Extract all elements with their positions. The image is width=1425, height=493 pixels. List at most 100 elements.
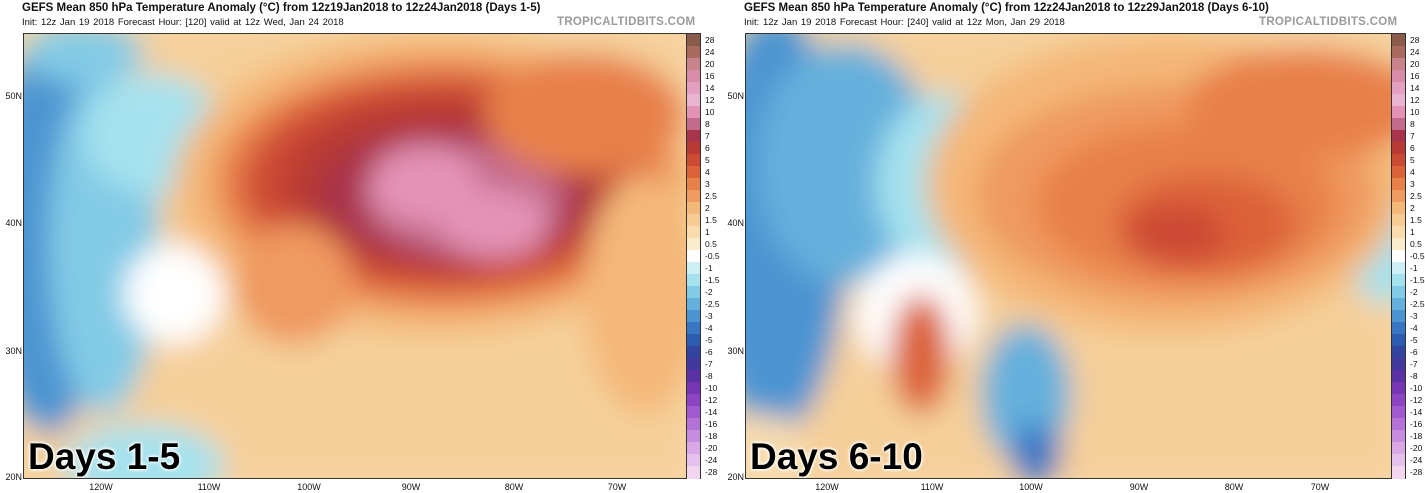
- lat-label: 30N: [5, 346, 22, 356]
- color-swatch: [1392, 166, 1405, 179]
- lat-label: 30N: [727, 346, 744, 356]
- color-swatch: [687, 58, 700, 71]
- lon-label: 90W: [1129, 482, 1149, 492]
- color-swatch: [1392, 358, 1405, 371]
- color-swatch: [687, 454, 700, 467]
- color-scale-label: -24: [1410, 455, 1423, 465]
- color-swatch: [1392, 322, 1405, 335]
- color-scale-label: -2.5: [705, 299, 720, 309]
- color-scale-label: -7: [705, 359, 713, 369]
- color-scale-label: 14: [705, 83, 715, 93]
- color-scale-label: -18: [1410, 431, 1423, 441]
- color-scale-label: -28: [705, 467, 718, 477]
- color-scale-label: 20: [705, 59, 715, 69]
- color-scale-label: -8: [705, 371, 713, 381]
- color-swatch: [687, 250, 700, 263]
- color-swatch: [687, 70, 700, 83]
- color-swatch: [1392, 298, 1405, 311]
- lat-label: 20N: [727, 472, 744, 482]
- color-scale-label: 5: [705, 155, 710, 165]
- color-swatch: [1392, 94, 1405, 107]
- lon-label: 80W: [1224, 482, 1244, 492]
- color-swatch: [687, 178, 700, 191]
- color-scale-label: -12: [1410, 395, 1423, 405]
- color-scale-label: 7: [1410, 131, 1415, 141]
- color-swatch: [687, 346, 700, 359]
- color-swatch: [687, 286, 700, 299]
- color-swatch: [1392, 442, 1405, 455]
- color-scale-label: 0.5: [1410, 239, 1422, 249]
- days-label: Days 6-10: [750, 436, 923, 477]
- color-scale-label: -10: [1410, 383, 1423, 393]
- color-scale-label: 12: [1410, 95, 1420, 105]
- color-scale-label: -0.5: [1410, 251, 1425, 261]
- map-subtitle: Init: 12z Jan 19 2018 Forecast Hour: [24…: [744, 17, 1065, 28]
- color-scale-label: 0.5: [705, 239, 717, 249]
- color-scale-label: 7: [705, 131, 710, 141]
- color-scale-label: 8: [705, 119, 710, 129]
- lon-label: 80W: [504, 482, 524, 492]
- color-scale-label: -10: [705, 383, 718, 393]
- color-scale-label: -1.5: [705, 275, 720, 285]
- color-swatch: [1392, 238, 1405, 251]
- lon-label: 100W: [1019, 482, 1043, 492]
- color-swatch: [1392, 58, 1405, 71]
- color-scale-label: -12: [705, 395, 718, 405]
- brand-watermark: TROPICALTIDBITS.COM: [557, 16, 696, 28]
- color-scale-label: 16: [705, 71, 715, 81]
- color-swatch: [1392, 226, 1405, 239]
- color-swatch: [687, 442, 700, 455]
- color-scale-label: -18: [705, 431, 718, 441]
- color-swatch: [687, 262, 700, 275]
- color-scale-label: 28: [705, 35, 715, 45]
- color-scale-label: 6: [1410, 143, 1415, 153]
- color-scale-label: -3: [705, 311, 713, 321]
- color-scale-label: -28: [1410, 467, 1423, 477]
- color-swatch: [687, 430, 700, 443]
- color-swatch: [1392, 286, 1405, 299]
- color-swatch: [687, 394, 700, 407]
- color-swatch: [687, 202, 700, 215]
- color-scale-label: 2: [1410, 203, 1415, 213]
- color-scale-label: -8: [1410, 371, 1418, 381]
- color-swatch: [687, 298, 700, 311]
- color-swatch: [687, 46, 700, 59]
- color-scale-label: 16: [1410, 71, 1420, 81]
- color-scale-label: 12: [705, 95, 715, 105]
- color-scale-label: -2: [705, 287, 713, 297]
- lon-label: 120W: [815, 482, 839, 492]
- lon-label: 100W: [297, 482, 321, 492]
- map-title: GEFS Mean 850 hPa Temperature Anomaly (°…: [22, 2, 541, 14]
- color-scale-label: 8: [1410, 119, 1415, 129]
- temperature-anomaly-map: Days 6-10: [745, 33, 1392, 479]
- lon-label: 110W: [197, 482, 221, 492]
- color-scale-label: -2.5: [1410, 299, 1425, 309]
- color-swatch: [1392, 142, 1405, 155]
- color-scale-label: 10: [1410, 107, 1420, 117]
- color-scale-bar: 28 24 20 16 14 12 10 8 7 6 5 4 3 2.5 2 1.5 1 0.5 -0.5 -1 -1.…: [686, 33, 720, 479]
- map-panel-days-1-5: GEFS Mean 850 hPa Temperature Anomaly (°…: [0, 0, 720, 493]
- color-scale-label: -7: [1410, 359, 1418, 369]
- color-swatch: [1392, 82, 1405, 95]
- color-swatch: [687, 418, 700, 431]
- color-swatch: [687, 106, 700, 119]
- color-swatch: [687, 370, 700, 383]
- temperature-anomaly-map: Days 1-5: [23, 33, 687, 479]
- color-scale-label: 10: [705, 107, 715, 117]
- color-scale-label: -6: [705, 347, 713, 357]
- color-swatch: [687, 190, 700, 203]
- color-swatch: [1392, 106, 1405, 119]
- color-scale-label: 1.5: [705, 215, 717, 225]
- lon-label: 90W: [401, 482, 421, 492]
- days-label: Days 1-5: [28, 436, 181, 477]
- color-scale-label: 14: [1410, 83, 1420, 93]
- color-scale-label: -20: [705, 443, 718, 453]
- color-swatch: [1392, 178, 1405, 191]
- color-scale-label: -2: [1410, 287, 1418, 297]
- color-scale-label: 20: [1410, 59, 1420, 69]
- color-swatch: [1392, 406, 1405, 419]
- color-swatch: [687, 82, 700, 95]
- lon-label: 70W: [1310, 482, 1330, 492]
- color-swatch: [687, 154, 700, 167]
- color-swatch: [1392, 466, 1405, 479]
